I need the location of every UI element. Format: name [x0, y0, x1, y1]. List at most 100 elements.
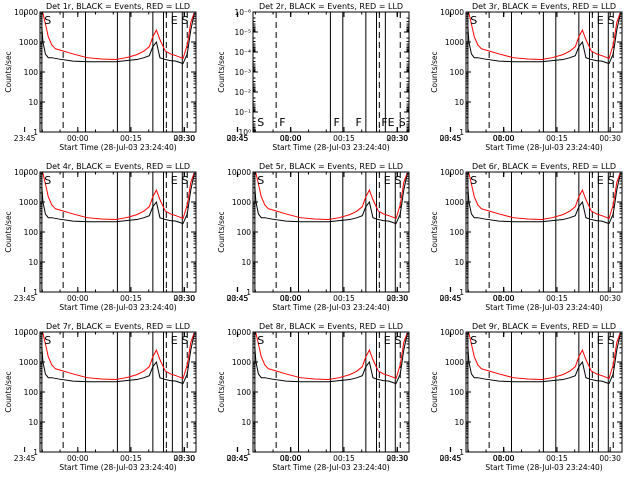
- panel-title: Det 1r, BLACK = Events, RED = LLD: [46, 2, 190, 11]
- x-tick-label: 01:00: [493, 454, 515, 463]
- x-tick-label: 00:45: [227, 294, 249, 303]
- x-tick-label: 00:15: [333, 454, 355, 463]
- x-tick-label: 00:15: [546, 134, 568, 143]
- segment-marker: S: [394, 174, 401, 187]
- events-series-line: [41, 173, 195, 225]
- x-tick-label: 01:00: [493, 134, 515, 143]
- x-tick-label: 00:15: [120, 454, 142, 463]
- y-tick-label: 1: [33, 128, 38, 137]
- segment-marker: S: [44, 14, 51, 27]
- y-tick-label: 100: [237, 388, 252, 397]
- segment-marker: E: [384, 174, 391, 187]
- y-tick-label: 10000: [440, 328, 464, 337]
- x-tick-label: 00:30: [386, 294, 408, 303]
- panel-title: Det 2r, BLACK = Events, RED = LLD: [259, 2, 403, 11]
- x-tick-label: 23:30: [387, 134, 409, 143]
- x-tick-label: 00:00: [67, 454, 89, 463]
- x-tick-label: 00:30: [173, 294, 195, 303]
- y-tick-label: 1000: [445, 198, 464, 207]
- panel-2: Det 2r, BLACK = Events, RED = LLD S F F F FE S…: [174, 2, 515, 152]
- y-tick-label: 10⁻⁶: [234, 8, 251, 17]
- y-tick-label: 1000: [232, 358, 251, 367]
- y-tick-label: 10: [454, 98, 464, 107]
- x-tick-label: 23:45: [227, 294, 249, 303]
- y-axis-label: Counts/sec: [4, 211, 13, 252]
- y-tick-label: 10: [241, 258, 251, 267]
- y-axis-label: Counts/sec: [217, 51, 226, 92]
- x-tick-label: 00:30: [386, 454, 408, 463]
- y-tick-label: 10⁻¹: [234, 108, 251, 117]
- segment-marker: E: [171, 14, 178, 27]
- y-tick-label: 10000: [227, 168, 251, 177]
- panel-title: Det 7r, BLACK = Events, RED = LLD: [46, 322, 190, 331]
- y-axis-label: Counts/sec: [4, 51, 13, 92]
- segment-marker: S: [399, 116, 406, 129]
- segment-marker: S: [181, 334, 188, 347]
- x-tick-label: 00:15: [333, 134, 355, 143]
- y-tick-label: 10000: [14, 328, 38, 337]
- y-tick-label: 10: [241, 418, 251, 427]
- x-tick-label: 00:00: [493, 454, 515, 463]
- x-axis-label: Start Time (28-Jul-03 23:24:40): [485, 463, 602, 472]
- x-axis-label: Start Time (28-Jul-03 23:24:40): [59, 303, 176, 312]
- y-tick-label: 10⁻⁴: [234, 48, 251, 57]
- segment-marker: S: [607, 14, 614, 27]
- segment-marker: S: [257, 174, 264, 187]
- y-tick-label: 10: [28, 418, 38, 427]
- events-series-line: [467, 173, 621, 225]
- y-tick-label: 10000: [14, 168, 38, 177]
- y-tick-label: 100: [237, 228, 252, 237]
- x-tick-label: 23:45: [227, 454, 249, 463]
- x-tick-label: 00:15: [333, 294, 355, 303]
- y-tick-label: 1: [33, 288, 38, 297]
- y-tick-label: 1: [33, 448, 38, 457]
- events-series-line: [254, 173, 408, 225]
- x-tick-label: 00:00: [67, 294, 89, 303]
- y-tick-label: 1: [459, 448, 464, 457]
- x-axis-label: Start Time (28-Jul-03 23:24:40): [272, 143, 389, 152]
- y-tick-label: 10: [454, 418, 464, 427]
- y-tick-label: 10000: [440, 168, 464, 177]
- x-tick-label: 00:30: [599, 134, 621, 143]
- x-tick-label: 00:45: [440, 454, 462, 463]
- x-tick-label: 00:15: [120, 134, 142, 143]
- y-tick-label: 100: [450, 68, 465, 77]
- y-tick-label: 10: [28, 98, 38, 107]
- segment-marker: E: [171, 174, 178, 187]
- panel-title: Det 8r, BLACK = Events, RED = LLD: [259, 322, 403, 331]
- y-tick-label: 10000: [440, 8, 464, 17]
- y-tick-label: 1: [246, 288, 251, 297]
- segment-marker: E: [597, 334, 604, 347]
- x-axis-label: Start Time (28-Jul-03 23:24:40): [272, 463, 389, 472]
- segment-marker: F: [355, 116, 361, 129]
- x-tick-label: 01:00: [493, 294, 515, 303]
- x-tick-label: 00:00: [67, 134, 89, 143]
- x-tick-label: 00:30: [386, 134, 408, 143]
- x-tick-label: 01:00: [280, 454, 302, 463]
- events-series-line: [41, 333, 195, 385]
- y-tick-label: 100: [450, 228, 465, 237]
- x-tick-label: 00:45: [227, 454, 249, 463]
- y-tick-label: 1: [459, 128, 464, 137]
- y-tick-label: 10: [28, 258, 38, 267]
- y-tick-label: 10000: [227, 328, 251, 337]
- segment-marker: S: [394, 334, 401, 347]
- y-tick-label: 1000: [232, 198, 251, 207]
- segment-marker: F: [279, 116, 285, 129]
- segment-marker: S: [470, 14, 477, 27]
- x-tick-label: 00:00: [493, 294, 515, 303]
- lld-series-line: [41, 332, 195, 381]
- y-tick-label: 10⁰: [238, 128, 251, 137]
- lld-series-line: [467, 172, 621, 221]
- segment-marker: S: [44, 174, 51, 187]
- x-tick-label: 23:30: [174, 134, 196, 143]
- y-tick-label: 10000: [14, 8, 38, 17]
- panel-title: Det 9r, BLACK = Events, RED = LLD: [472, 322, 616, 331]
- segment-marker: S: [44, 334, 51, 347]
- x-tick-label: 00:45: [227, 134, 249, 143]
- y-tick-label: 100: [24, 228, 39, 237]
